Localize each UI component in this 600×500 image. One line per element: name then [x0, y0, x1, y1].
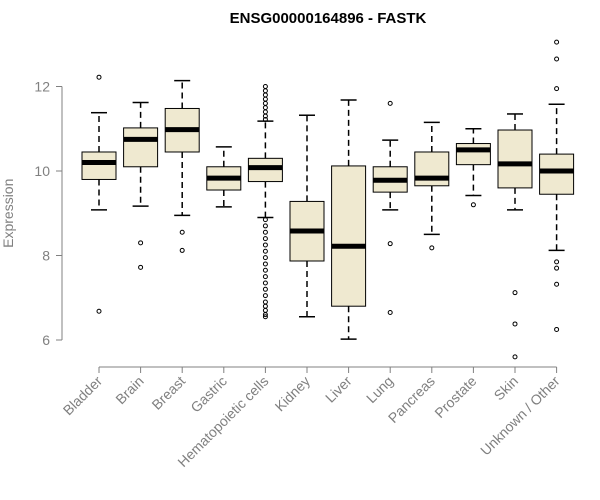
x-tick-label: Unknown / Other — [477, 373, 563, 459]
outlier-point — [262, 286, 268, 292]
outlier-point — [262, 267, 268, 273]
y-tick-label: 10 — [34, 163, 50, 179]
x-tick-label: Brain — [112, 373, 146, 407]
x-tick-label: Lung — [363, 373, 396, 406]
outlier-point — [262, 113, 268, 119]
x-tick-label: Kidney — [272, 373, 314, 415]
outlier-point — [262, 312, 268, 318]
outlier-point — [387, 100, 393, 106]
outlier-point — [262, 116, 268, 122]
outlier-point — [262, 303, 268, 309]
outlier-point — [512, 321, 518, 327]
box-breast — [164, 79, 200, 253]
outlier-point — [554, 39, 560, 45]
outlier-point — [554, 326, 560, 332]
outlier-point — [262, 255, 268, 261]
outlier-point — [179, 229, 185, 235]
y-tick-label: 6 — [42, 332, 50, 348]
outlier-point — [554, 259, 560, 265]
box-iqr — [539, 153, 575, 195]
outlier-point — [387, 241, 393, 247]
box-iqr — [81, 151, 117, 180]
box-skin — [497, 113, 533, 360]
box-iqr — [331, 165, 367, 307]
y-tick-label: 12 — [34, 79, 50, 95]
outlier-point — [262, 88, 268, 94]
outlier-point — [262, 299, 268, 305]
outlier-point — [262, 109, 268, 115]
box-gastric — [206, 146, 242, 208]
y-tick-label: 8 — [42, 248, 50, 264]
box-kidney — [289, 114, 325, 318]
box-lung — [372, 100, 408, 316]
outlier-point — [262, 217, 268, 223]
outlier-point — [262, 236, 268, 242]
box-pancreas — [414, 121, 450, 251]
outlier-point — [387, 310, 393, 316]
outlier-point — [262, 280, 268, 286]
outlier-point — [262, 92, 268, 98]
outlier-point — [96, 308, 102, 314]
chart-title: ENSG00000164896 - FASTK — [230, 10, 427, 27]
outlier-point — [262, 314, 268, 320]
outlier-point — [138, 240, 144, 246]
x-tick-label: Skin — [491, 373, 522, 404]
box-brain — [123, 101, 159, 270]
box-unknown-other — [539, 39, 575, 332]
box-iqr — [497, 129, 533, 189]
outlier-point — [262, 307, 268, 313]
outlier-point — [554, 86, 560, 92]
outlier-point — [554, 281, 560, 287]
box-hematopoietic-cells — [247, 84, 283, 320]
x-tick-label: Bladder — [60, 373, 106, 419]
box-bladder — [81, 74, 117, 314]
outlier-point — [554, 265, 560, 271]
outlier-point — [262, 229, 268, 235]
outlier-point — [262, 242, 268, 248]
box-iqr — [414, 151, 450, 187]
box-iqr — [455, 143, 491, 166]
outlier-point — [262, 84, 268, 89]
box-iqr — [123, 127, 159, 168]
box-series — [81, 39, 575, 360]
x-tick-label: Liver — [322, 373, 355, 406]
outlier-point — [429, 245, 435, 251]
outlier-point — [179, 247, 185, 253]
box-liver — [331, 99, 367, 340]
outlier-point — [262, 223, 268, 229]
x-tick-label: Prostate — [431, 373, 479, 421]
outlier-point — [470, 202, 476, 208]
y-axis-label: Expression — [0, 179, 16, 248]
outlier-point — [512, 354, 518, 360]
outlier-point — [262, 248, 268, 254]
y-axis: 6 8 10 12 — [34, 79, 63, 348]
outlier-point — [262, 100, 268, 106]
outlier-point — [512, 290, 518, 296]
outlier-point — [138, 264, 144, 270]
outlier-point — [554, 56, 560, 62]
outlier-point — [262, 261, 268, 267]
outlier-point — [262, 105, 268, 111]
x-tick-label: Breast — [148, 373, 188, 413]
box-prostate — [455, 128, 491, 208]
outlier-point — [262, 274, 268, 280]
outlier-point — [96, 74, 102, 80]
outlier-point — [262, 293, 268, 299]
outlier-point — [262, 96, 268, 102]
